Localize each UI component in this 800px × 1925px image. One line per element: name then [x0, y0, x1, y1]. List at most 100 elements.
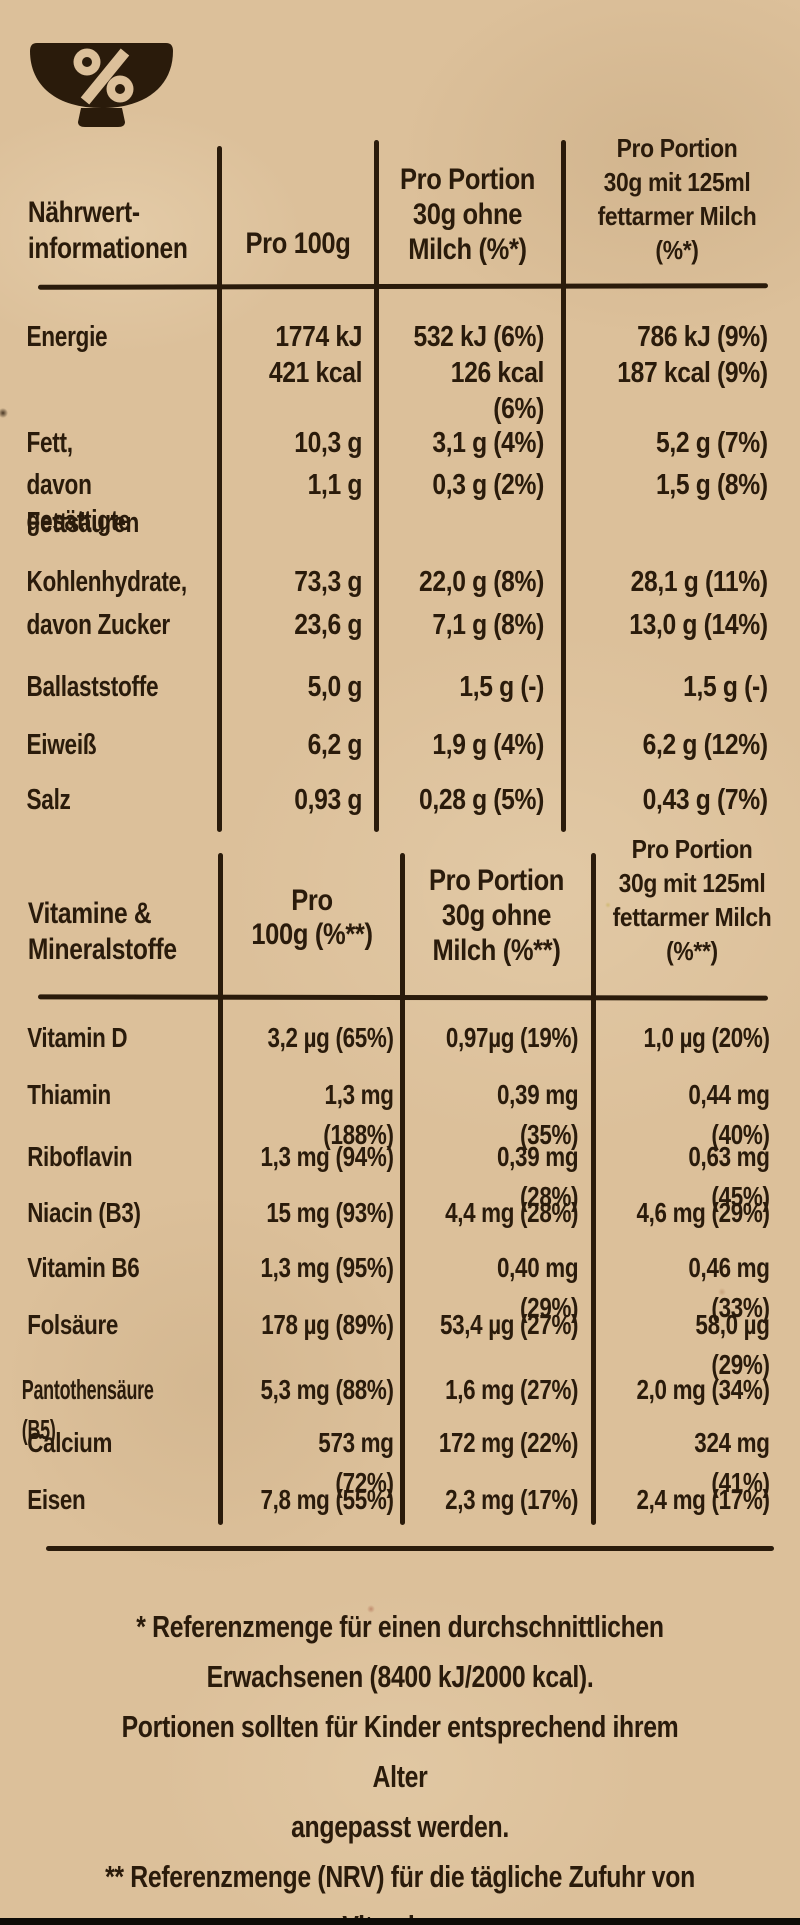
value-portion-milk: 28,1 g (11%)	[630, 566, 768, 598]
value-portion-dry: 0,39 mg (35%)	[497, 1079, 579, 1150]
nutrition-table-body: Energie 1774 kJ 532 kJ (6%) 786 kJ (9%) …	[0, 288, 800, 818]
table-row: Eisen 7,8 mg (55%) 2,3 mg (17%) 2,4 mg (…	[0, 1480, 800, 1520]
value-portion-milk: 13,0 g (14%)	[629, 609, 768, 641]
row-label: Vitamin B6	[27, 1252, 140, 1283]
row-label: Ballaststoffe	[26, 671, 159, 703]
value-per-100g: 73,3 g	[294, 566, 363, 598]
value-per-100g: 5,0 g	[307, 671, 363, 703]
value-portion-milk: 58,0 µg (29%)	[695, 1309, 770, 1380]
value-portion-dry: 7,1 g (8%)	[432, 609, 544, 641]
value-per-100g: 178 µg (89%)	[261, 1309, 394, 1340]
header-nutrition-label: Nährwert- informationen	[27, 196, 188, 265]
value-portion-dry: 1,9 g (4%)	[432, 729, 544, 761]
value-per-100g: 5,3 mg (88%)	[260, 1374, 394, 1405]
table-row: Thiamin 1,3 mg (188%) 0,39 mg (35%) 0,44…	[0, 1075, 800, 1150]
value-portion-milk: 2,4 mg (17%)	[636, 1484, 770, 1515]
value-per-100g: 1,3 mg (94%)	[260, 1141, 394, 1172]
vitamins-table-header: Vitamine & Mineralstoffe Pro 100g (%**) …	[0, 834, 800, 968]
table-row: 421 kcal 126 kcal (6%) 187 kcal (9%)	[0, 355, 800, 425]
value-per-100g: 421 kcal	[268, 357, 363, 389]
value-per-100g: 6,2 g	[307, 729, 363, 761]
header-per-portion-milk: Pro Portion 30g mit 125ml fettarmer Milc…	[597, 133, 757, 265]
table-row: Fett, 10,3 g 3,1 g (4%) 5,2 g (7%)	[0, 425, 800, 461]
value-portion-dry: 1,5 g (-)	[459, 671, 544, 703]
table-row: davon gesättigte 1,1 g 0,3 g (2%) 1,5 g …	[0, 467, 800, 537]
row-label: Calcium	[27, 1427, 113, 1458]
value-per-100g: 10,3 g	[294, 427, 363, 459]
value-portion-milk: 2,0 mg (34%)	[636, 1374, 770, 1405]
value-portion-dry: 532 kJ (6%)	[413, 321, 544, 353]
value-per-100g: 1,1 g	[307, 469, 363, 501]
value-portion-dry: 0,39 mg (28%)	[497, 1141, 579, 1212]
value-per-100g: 15 mg (93%)	[266, 1197, 394, 1228]
table-row: Fettsäuren	[0, 505, 800, 541]
header-vitamins-label: Vitamine & Mineralstoffe	[27, 897, 177, 966]
row-label: Eisen	[27, 1484, 86, 1515]
value-portion-milk: 1,5 g (8%)	[656, 469, 768, 501]
value-portion-dry: 0,3 g (2%)	[432, 469, 544, 501]
row-label: Niacin (B3)	[27, 1197, 141, 1228]
value-per-100g: 23,6 g	[294, 609, 363, 641]
column-divider	[591, 853, 596, 1525]
value-per-100g: 1,3 mg (188%)	[323, 1079, 394, 1150]
value-per-100g	[245, 505, 374, 541]
row-label: Folsäure	[27, 1309, 119, 1340]
value-portion-dry: 22,0 g (8%)	[418, 566, 544, 598]
value-portion-milk: 6,2 g (12%)	[642, 729, 768, 761]
vitamins-table-body: Vitamin D 3,2 µg (65%) 0,97µg (19%) 1,0 …	[0, 995, 800, 1520]
footnote-line: angepasst werden.	[291, 1809, 509, 1844]
table-row: Salz 0,93 g 0,28 g (5%) 0,43 g (7%)	[0, 782, 800, 818]
row-label: Fettsäuren	[26, 507, 140, 539]
table-row: Eiweiß 6,2 g 1,9 g (4%) 6,2 g (12%)	[0, 727, 800, 763]
value-portion-milk	[597, 505, 800, 541]
column-divider	[218, 853, 223, 1525]
value-portion-milk: 0,63 mg (45%)	[688, 1141, 770, 1212]
row-label: Vitamin D	[27, 1022, 128, 1053]
value-portion-milk: 1,0 µg (20%)	[643, 1022, 770, 1053]
value-per-100g: 0,93 g	[294, 784, 363, 816]
value-portion-milk: 0,43 g (7%)	[642, 784, 768, 816]
value-per-100g: 7,8 mg (55%)	[260, 1484, 394, 1515]
header-per-100g: Pro 100g	[245, 227, 351, 260]
value-portion-dry: 4,4 mg (28%)	[445, 1197, 579, 1228]
footnote-separator-rule	[46, 1546, 774, 1551]
value-portion-dry: 53,4 µg (27%)	[439, 1309, 579, 1340]
value-portion-dry: 1,6 mg (27%)	[445, 1374, 579, 1405]
value-portion-dry	[402, 505, 561, 541]
value-portion-dry: 126 kcal (6%)	[450, 357, 545, 425]
row-label: Thiamin	[27, 1079, 111, 1110]
value-portion-dry: 2,3 mg (17%)	[445, 1484, 579, 1515]
value-portion-dry: 172 mg (22%)	[438, 1427, 579, 1458]
row-label: Pantothensäure (B5)	[21, 1374, 154, 1445]
footnote-line: * Referenzmenge für einen durchschnittli…	[136, 1609, 664, 1644]
column-divider	[217, 146, 222, 832]
value-portion-milk: 5,2 g (7%)	[656, 427, 768, 459]
package-edge-bar	[0, 1918, 800, 1925]
value-per-100g: 1774 kJ	[275, 321, 363, 353]
table-row: Pantothensäure (B5) 5,3 mg (88%) 1,6 mg …	[0, 1370, 800, 1445]
table-row: Kohlenhydrate, 73,3 g 22,0 g (8%) 28,1 g…	[0, 564, 800, 600]
table-row: Vitamin D 3,2 µg (65%) 0,97µg (19%) 1,0 …	[0, 1018, 800, 1058]
table-row: Niacin (B3) 15 mg (93%) 4,4 mg (28%) 4,6…	[0, 1193, 800, 1233]
bowl-percent-icon	[30, 43, 173, 127]
row-label: Eiweiß	[26, 729, 97, 761]
row-label: Energie	[26, 321, 108, 353]
value-portion-milk: 0,46 mg (33%)	[688, 1252, 770, 1323]
table-row: davon Zucker 23,6 g 7,1 g (8%) 13,0 g (1…	[0, 607, 800, 643]
row-label: Fett,	[26, 427, 74, 459]
footnotes: * Referenzmenge für einen durchschnittli…	[15, 1602, 785, 1925]
table-row: Folsäure 178 µg (89%) 53,4 µg (27%) 58,0…	[0, 1305, 800, 1380]
table-row: Vitamin B6 1,3 mg (95%) 0,40 mg (29%) 0,…	[0, 1248, 800, 1323]
footnote-line: ** Referenzmenge (NRV) für die tägliche …	[105, 1859, 695, 1925]
table-row: Riboflavin 1,3 mg (94%) 0,39 mg (28%) 0,…	[0, 1137, 800, 1212]
row-label: Salz	[26, 784, 71, 816]
column-divider	[400, 853, 405, 1525]
footnote-line: Erwachsenen (8400 kJ/2000 kcal).	[206, 1659, 594, 1694]
header-per-portion-dry: Pro Portion 30g ohne Milch (%*)	[399, 163, 536, 266]
row-label: Riboflavin	[27, 1141, 133, 1172]
value-portion-milk: 1,5 g (-)	[683, 671, 768, 703]
value-portion-dry: 0,28 g (5%)	[418, 784, 544, 816]
column-divider	[561, 140, 566, 832]
table-row: Ballaststoffe 5,0 g 1,5 g (-) 1,5 g (-)	[0, 669, 800, 705]
value-portion-dry: 0,40 mg (29%)	[497, 1252, 579, 1323]
